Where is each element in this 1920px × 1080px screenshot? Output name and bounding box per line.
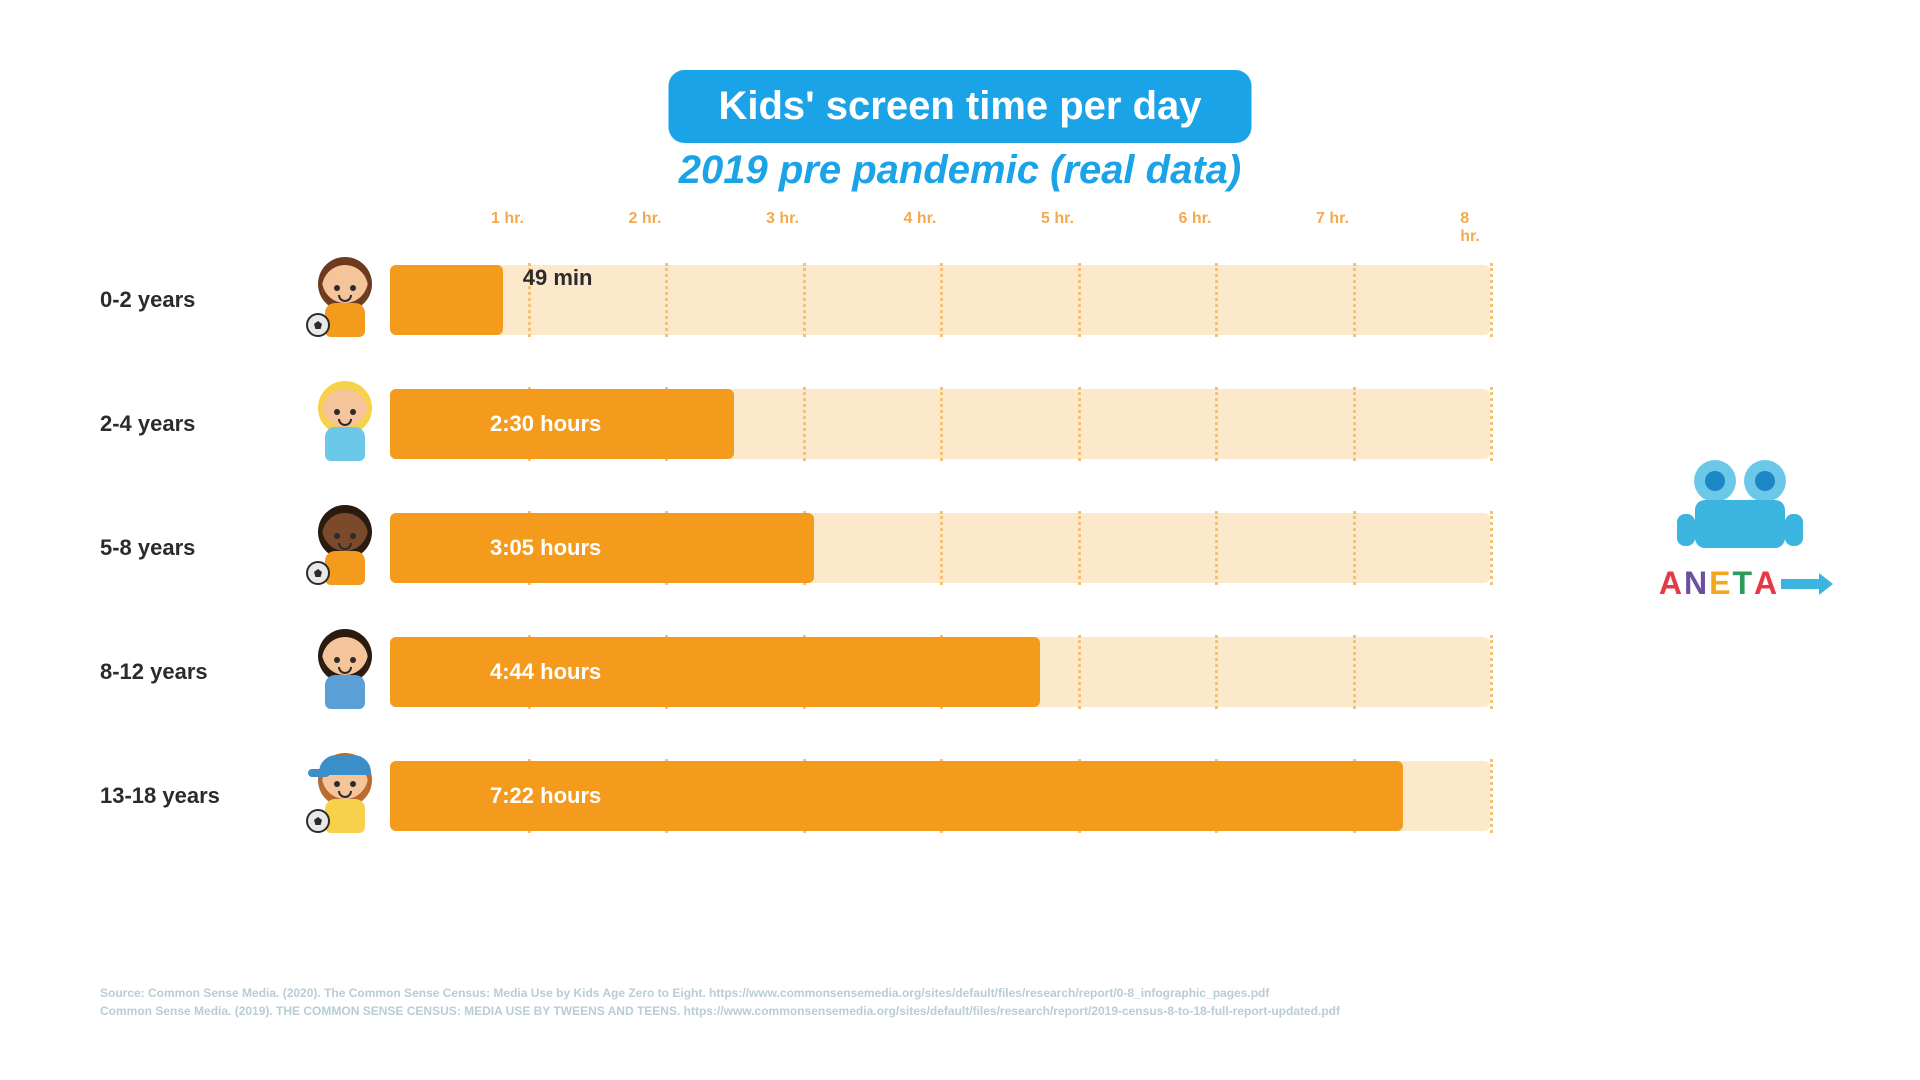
source-line: Common Sense Media. (2019). THE COMMON S… [100,1002,1820,1020]
axis-tick-label: 2 hr. [629,210,662,228]
brand-letter: A [1659,565,1684,602]
bar-track: 4:44 hours [390,637,1490,707]
kid-icon [300,757,390,835]
brand-letter: E [1709,565,1732,602]
age-label: 5-8 years [100,535,300,561]
chart-row: 8-12 years 4:44 hours [100,610,1500,734]
source-line: Source: Common Sense Media. (2020). The … [100,984,1820,1002]
bar-track: 49 min [390,265,1490,335]
kid-icon [300,633,390,711]
bar-value-label: 2:30 hours [490,411,601,437]
bar-fill: 2:30 hours [390,389,734,459]
x-axis: 1 hr.2 hr.3 hr.4 hr.5 hr.6 hr.7 hr.8 hr. [370,210,1470,238]
chart-row: 0-2 years 49 min [100,238,1500,362]
bar-value-label: 7:22 hours [490,783,601,809]
robot-icon [1680,460,1800,555]
age-label: 2-4 years [100,411,300,437]
kid-icon [300,261,390,339]
brand-logo: ANETA [1650,460,1830,602]
kid-icon [300,385,390,463]
axis-tick-label: 7 hr. [1316,210,1349,228]
chart-row: 5-8 years 3:05 hours [100,486,1500,610]
source-footnote: Source: Common Sense Media. (2020). The … [100,984,1820,1020]
axis-tick-label: 5 hr. [1041,210,1074,228]
bar-track: 2:30 hours [390,389,1490,459]
axis-tick-label: 4 hr. [904,210,937,228]
bar-fill: 4:44 hours [390,637,1040,707]
bar-track: 7:22 hours [390,761,1490,831]
axis-tick-label: 3 hr. [766,210,799,228]
age-label: 8-12 years [100,659,300,685]
bar-value-label: 3:05 hours [490,535,601,561]
age-label: 0-2 years [100,287,300,313]
bar-fill: 7:22 hours [390,761,1403,831]
chart-row: 13-18 years 7:22 hours [100,734,1500,858]
brand-letter: T [1732,565,1754,602]
axis-tick-label: 6 hr. [1179,210,1212,228]
bar-value-label: 49 min [523,265,593,291]
kid-icon [300,509,390,587]
bar-fill: 3:05 hours [390,513,814,583]
axis-tick-label: 1 hr. [491,210,524,228]
bar-track: 3:05 hours [390,513,1490,583]
subtitle: 2019 pre pandemic (real data) [679,148,1241,193]
brand-letter: N [1684,565,1709,602]
brand-name: ANETA [1650,565,1830,602]
bar-chart: 1 hr.2 hr.3 hr.4 hr.5 hr.6 hr.7 hr.8 hr.… [100,210,1500,858]
chart-row: 2-4 years 2:30 hours [100,362,1500,486]
bar-value-label: 4:44 hours [490,659,601,685]
age-label: 13-18 years [100,783,300,809]
brand-letter: A [1754,565,1779,602]
arrow-icon [1781,579,1821,589]
bar-fill [390,265,503,335]
title-banner: Kids' screen time per day [668,70,1251,143]
